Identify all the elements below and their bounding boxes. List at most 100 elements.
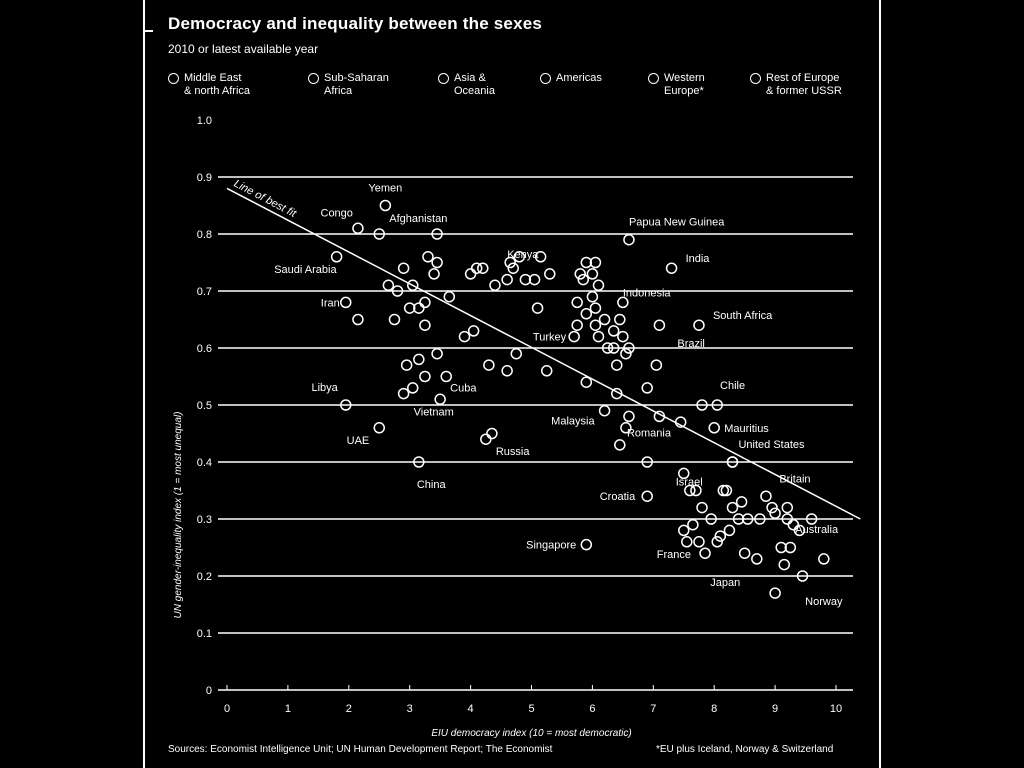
data-point <box>614 439 626 451</box>
data-point-labelled <box>678 467 690 480</box>
data-point-labelled <box>641 490 653 502</box>
data-point <box>540 365 553 377</box>
data-point <box>513 251 526 263</box>
data-point <box>531 302 544 314</box>
data-point <box>684 484 696 497</box>
x-tick-label: 4 <box>468 703 474 715</box>
data-point-labelled <box>340 399 352 411</box>
point-label: China <box>417 479 447 491</box>
data-point-labelled <box>714 530 727 542</box>
data-point-labelled <box>507 262 519 274</box>
data-point-labelled <box>726 456 739 468</box>
point-label: Saudi Arabia <box>274 264 337 276</box>
data-point <box>787 518 800 531</box>
point-label: United States <box>738 439 805 451</box>
data-point <box>775 541 787 554</box>
point-label: South Africa <box>713 310 773 322</box>
data-point <box>735 496 748 508</box>
point-label: Australia <box>795 524 839 536</box>
data-point <box>419 370 431 383</box>
x-tick-label: 3 <box>407 703 413 715</box>
data-point <box>678 524 690 537</box>
point-label: Romania <box>627 427 672 439</box>
data-point <box>419 319 431 331</box>
data-point-labelled <box>598 404 611 417</box>
data-point-labelled <box>480 433 492 445</box>
point-label: Britain <box>779 474 810 486</box>
circle-marker-icon <box>750 73 761 84</box>
point-label: Croatia <box>600 491 636 503</box>
data-point <box>781 501 794 514</box>
data-point <box>751 553 763 565</box>
data-point <box>544 268 556 280</box>
data-point <box>650 359 663 371</box>
point-label: Turkey <box>533 332 567 344</box>
legend-item-americas: Americas <box>540 72 602 85</box>
point-label: Singapore <box>526 540 576 552</box>
circle-marker-icon <box>168 73 179 84</box>
data-point-labelled <box>693 319 705 331</box>
data-point-labelled <box>379 199 392 212</box>
circle-marker-icon <box>540 73 551 84</box>
x-axis-title: EIU democracy index (10 = most democrati… <box>431 728 631 739</box>
data-point-labelled <box>580 538 593 551</box>
data-point-labelled <box>434 393 446 406</box>
data-point <box>486 427 498 440</box>
data-point <box>641 456 653 468</box>
data-point-labelled <box>352 222 364 235</box>
legend-item-rest-of-europe: Rest of Europe & former USSR <box>750 72 842 98</box>
data-point <box>431 228 443 240</box>
data-point <box>413 353 425 366</box>
best-fit-label: Line of best fit <box>232 178 299 221</box>
frame-border-right <box>879 0 881 768</box>
x-tick-label: 1 <box>285 703 291 715</box>
data-point-labelled <box>708 422 720 434</box>
legend-label: Western Europe* <box>664 72 705 97</box>
legend-item-western-europe: Western Europe* <box>648 72 705 98</box>
data-point <box>574 268 586 280</box>
data-point <box>617 330 629 343</box>
y-tick-label: 0.5 <box>197 400 212 412</box>
legend-label: Asia & Oceania <box>454 72 495 97</box>
data-point <box>419 296 431 309</box>
point-label: Yemen <box>368 183 402 195</box>
data-point-labelled <box>373 228 385 240</box>
data-point-labelled <box>568 330 580 343</box>
data-point <box>778 558 790 571</box>
data-point-labelled <box>617 296 629 309</box>
source-note: Sources: Economist Intelligence Unit; UN… <box>168 744 553 755</box>
data-point <box>458 330 471 343</box>
data-point <box>769 587 781 599</box>
data-point-labelled <box>696 399 708 411</box>
data-point <box>397 262 410 274</box>
data-point <box>406 382 419 394</box>
data-point <box>589 319 602 331</box>
frame-border-left <box>143 0 145 768</box>
data-point <box>580 308 593 320</box>
legend: Middle East & north Africa Sub-Saharan A… <box>168 72 868 104</box>
data-point <box>589 256 602 269</box>
data-point-labelled <box>373 422 385 434</box>
data-point <box>681 536 693 548</box>
data-point <box>796 570 809 582</box>
data-point <box>754 513 766 525</box>
point-label: Brazil <box>677 338 705 350</box>
data-point <box>504 256 516 269</box>
point-label: France <box>657 549 691 561</box>
data-point <box>400 359 413 371</box>
point-label: Indonesia <box>623 287 672 299</box>
data-point <box>653 410 666 423</box>
y-tick-label: 1.0 <box>197 115 212 127</box>
y-tick-label: 0.1 <box>197 628 212 640</box>
data-point <box>760 490 772 502</box>
data-point <box>403 302 416 314</box>
circle-marker-icon <box>308 73 319 84</box>
data-point <box>406 279 419 292</box>
x-tick-label: 0 <box>224 703 230 715</box>
data-point <box>571 296 583 309</box>
legend-item-sub-saharan: Sub-Saharan Africa <box>308 72 389 98</box>
data-point <box>382 279 395 292</box>
legend-label: Middle East & north Africa <box>184 72 251 97</box>
data-point <box>483 359 495 371</box>
